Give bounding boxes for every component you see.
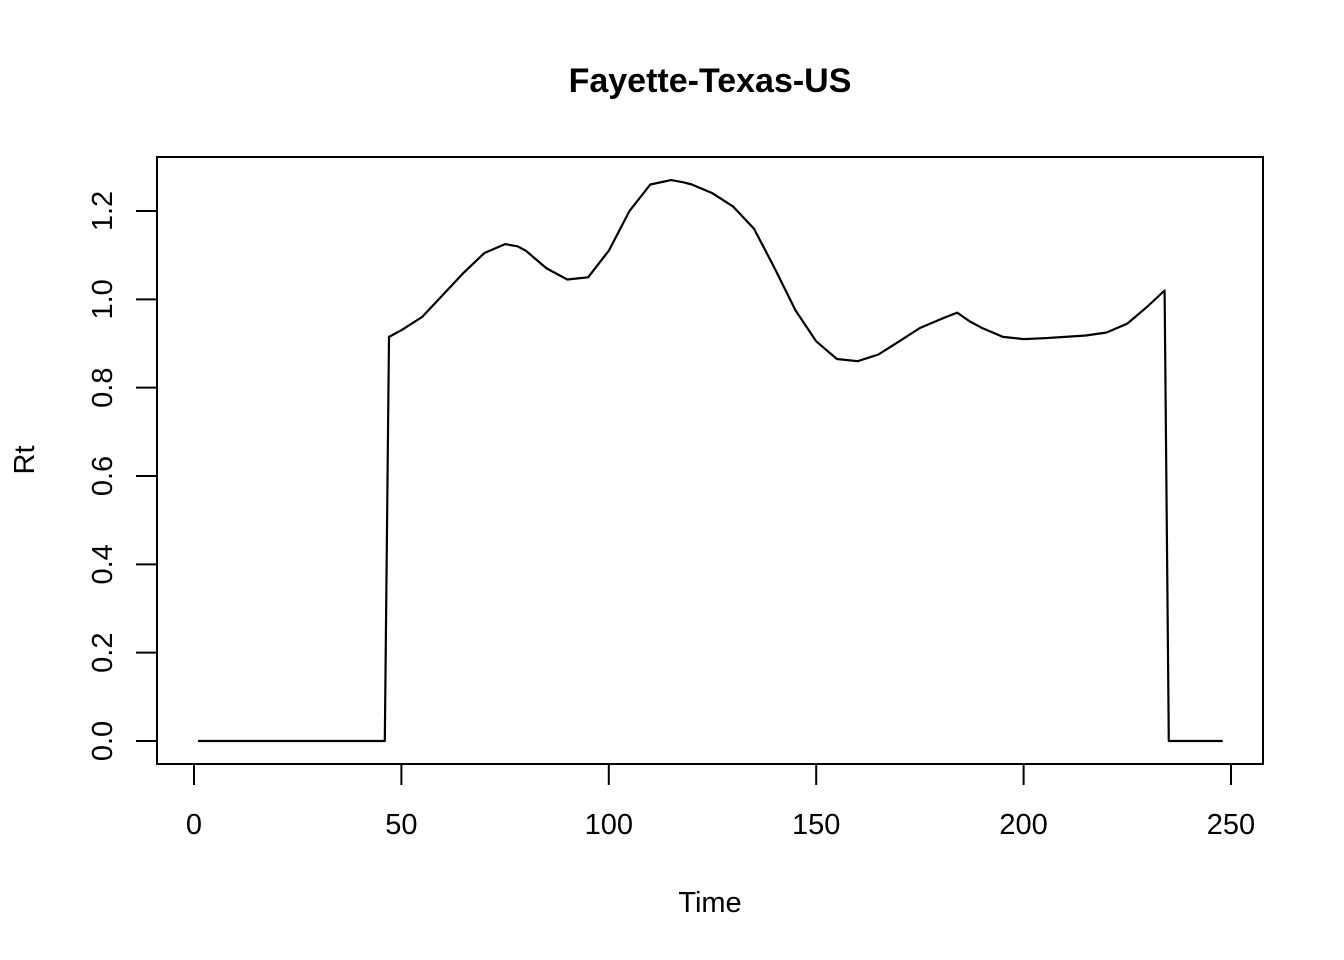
- y-axis-label: Rt: [9, 446, 41, 475]
- x-tick-label: 0: [186, 809, 202, 841]
- x-tick-label: 250: [1207, 809, 1255, 841]
- x-tick-label: 50: [385, 809, 417, 841]
- y-axis: 0.0 0.2 0.4 0.6 0.8 1.0 1.2: [87, 191, 158, 761]
- y-tick-label: 0.4: [87, 544, 119, 584]
- y-tick-label: 0.2: [87, 633, 119, 673]
- y-tick-label: 0.0: [87, 721, 119, 761]
- series-line-rt: [198, 179, 1223, 743]
- x-tick-label: 200: [999, 809, 1047, 841]
- y-tick-label: 0.8: [87, 368, 119, 408]
- y-tick-label: 0.6: [87, 456, 119, 496]
- x-axis-label: Time: [678, 887, 741, 919]
- chart-title: Fayette-Texas-US: [569, 62, 852, 100]
- x-tick-label: 150: [792, 809, 840, 841]
- y-tick-label: 1.2: [87, 191, 119, 231]
- y-tick-label: 1.0: [87, 279, 119, 319]
- series-layer: [198, 179, 1223, 743]
- x-axis: 0 50 100 150 200 250: [186, 763, 1255, 841]
- plot-frame: [156, 156, 1264, 765]
- x-tick-label: 100: [585, 809, 633, 841]
